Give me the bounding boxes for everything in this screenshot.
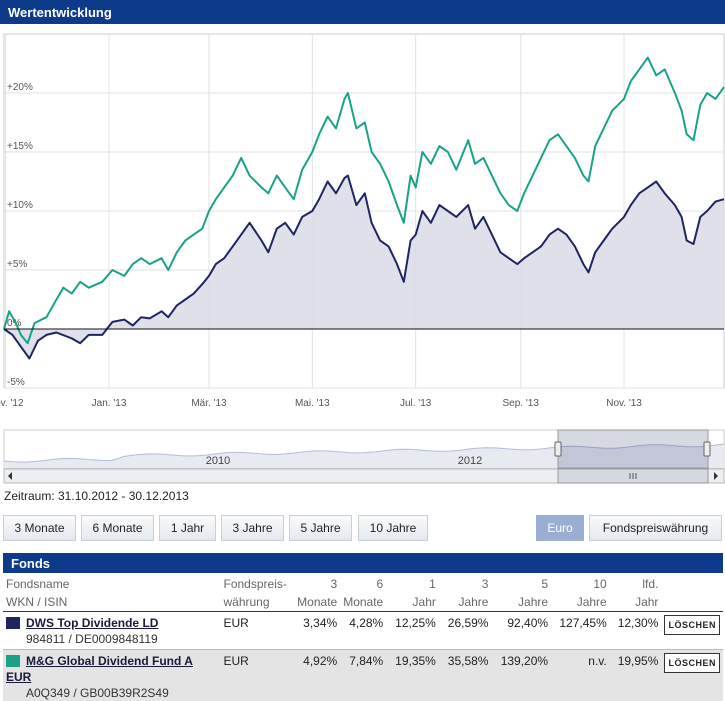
y-tick-label: +10% bbox=[7, 200, 33, 211]
navigator-selection[interactable] bbox=[557, 429, 709, 469]
x-tick-label: Jan. '13 bbox=[92, 398, 127, 409]
y-tick-label: +5% bbox=[7, 259, 27, 270]
x-tick-label: Mai. '13 bbox=[295, 398, 330, 409]
fund-name-link[interactable]: DWS Top Dividende LD bbox=[26, 615, 159, 630]
col-6m: 6 Monate bbox=[340, 573, 387, 612]
scrollbar-grip-icon bbox=[629, 473, 637, 479]
perf-6m: 4,28% bbox=[340, 611, 387, 650]
table-row: DWS Top Dividende LD 984811 / DE000984811… bbox=[3, 611, 723, 650]
perf-10y: n.v. bbox=[551, 649, 610, 701]
range-navigator[interactable]: 2010 2012 bbox=[0, 428, 725, 486]
range-button-5y[interactable]: 5 Jahre bbox=[289, 515, 352, 541]
col-3m: 3 Monate bbox=[290, 573, 341, 612]
perf-3y: 35,58% bbox=[438, 649, 492, 701]
delete-button[interactable]: LÖSCHEN bbox=[664, 652, 720, 673]
navigator-area bbox=[4, 444, 724, 468]
x-tick-label: Nov. '13 bbox=[606, 398, 642, 409]
range-button-1y[interactable]: 1 Jahr bbox=[159, 515, 216, 541]
y-tick-label: +20% bbox=[7, 82, 33, 93]
scroll-right-icon[interactable] bbox=[714, 472, 718, 480]
performance-chart[interactable]: -5% 0% +5% +10% +15% +20% Nov. '12 Jan. '13 Mär.… bbox=[0, 28, 725, 412]
perf-1y: 12,25% bbox=[386, 611, 439, 650]
x-tick-label: Sep. '13 bbox=[503, 398, 540, 409]
col-ytd: lfd. Jahr bbox=[609, 573, 662, 612]
perf-ytd: 19,95% bbox=[609, 649, 662, 701]
table-row: M&G Global Dividend Fund A EUR A0Q349 / G… bbox=[3, 649, 723, 701]
perf-6m: 7,84% bbox=[340, 649, 387, 701]
col-1y: 1 Jahr bbox=[386, 573, 439, 612]
period-label: Zeitraum: 31.10.2012 - 30.12.2013 bbox=[4, 489, 189, 503]
scroll-left-icon[interactable] bbox=[8, 472, 12, 480]
col-name: Fondsname WKN / ISIN bbox=[3, 573, 221, 612]
perf-1y: 19,35% bbox=[386, 649, 439, 701]
navigator-handle-right[interactable] bbox=[703, 441, 711, 457]
fonds-table: Fondsname WKN / ISIN Fondspreis-währung 3… bbox=[3, 573, 723, 701]
series-color-swatch bbox=[6, 616, 20, 629]
fund-currency: EUR bbox=[220, 649, 291, 701]
fund-ids: 984811 / DE0009848119 bbox=[26, 631, 158, 646]
series-line-1 bbox=[3, 56, 725, 345]
currency-euro-button[interactable]: Euro bbox=[536, 515, 584, 541]
chart-header: Wertentwicklung bbox=[0, 0, 725, 24]
navigator-line bbox=[3, 443, 725, 463]
chart-title: Wertentwicklung bbox=[8, 4, 112, 20]
navigator-label: 2012 bbox=[458, 455, 482, 467]
y-tick-label: 0% bbox=[7, 318, 22, 329]
col-10y: 10 Jahre bbox=[551, 573, 610, 612]
perf-5y: 92,40% bbox=[491, 611, 552, 650]
range-button-6m[interactable]: 6 Monate bbox=[81, 515, 154, 541]
perf-3y: 26,59% bbox=[438, 611, 492, 650]
series-area-0 bbox=[4, 175, 724, 359]
series-color-swatch bbox=[6, 654, 20, 667]
navigator-handle-left[interactable] bbox=[554, 441, 562, 457]
navigator-label: 2010 bbox=[206, 455, 230, 467]
fund-ids: A0Q349 / GB00B39R2S49 bbox=[26, 685, 169, 700]
col-action bbox=[661, 573, 723, 612]
series-line-0 bbox=[3, 174, 725, 360]
col-currency: Fondspreis-währung bbox=[220, 573, 291, 612]
fonds-header: Fonds bbox=[3, 553, 723, 573]
perf-3m: 3,34% bbox=[290, 611, 341, 650]
range-button-3m[interactable]: 3 Monate bbox=[3, 515, 76, 541]
perf-ytd: 12,30% bbox=[609, 611, 662, 650]
fonds-title: Fonds bbox=[11, 555, 50, 571]
x-tick-label: Nov. '12 bbox=[0, 398, 24, 409]
perf-10y: 127,45% bbox=[551, 611, 610, 650]
delete-button[interactable]: LÖSCHEN bbox=[664, 614, 720, 635]
perf-5y: 139,20% bbox=[491, 649, 552, 701]
range-button-3y[interactable]: 3 Jahre bbox=[221, 515, 284, 541]
currency-fund-button[interactable]: Fondspreiswährung bbox=[589, 515, 722, 541]
fund-name-link[interactable]: M&G Global Dividend Fund A EUR bbox=[6, 653, 193, 684]
y-tick-label: +15% bbox=[7, 141, 33, 152]
col-3y: 3 Jahre bbox=[438, 573, 492, 612]
x-tick-label: Jul. '13 bbox=[400, 398, 432, 409]
fund-currency: EUR bbox=[220, 611, 291, 650]
scrollbar-track[interactable] bbox=[3, 468, 725, 484]
fonds-table-header: Fondsname WKN / ISIN Fondspreis-währung 3… bbox=[3, 573, 723, 612]
col-5y: 5 Jahre bbox=[491, 573, 552, 612]
y-tick-label: -5% bbox=[7, 377, 25, 388]
x-tick-label: Mär. '13 bbox=[191, 398, 227, 409]
range-button-10y[interactable]: 10 Jahre bbox=[358, 515, 428, 541]
perf-3m: 4,92% bbox=[290, 649, 341, 701]
